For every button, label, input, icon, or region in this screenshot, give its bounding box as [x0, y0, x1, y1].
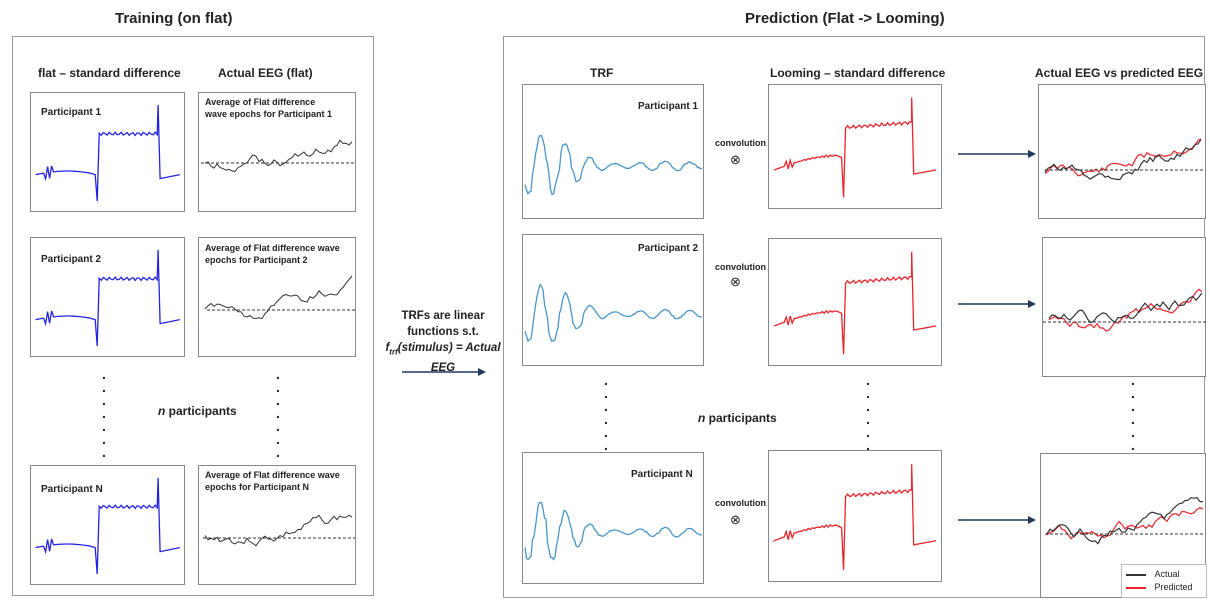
- flat-stimulus-wave: [35, 477, 180, 575]
- trf-wave: [524, 283, 703, 343]
- eeg-comparison-plot: [1044, 138, 1203, 181]
- training-eeg-header: Actual EEG (flat): [218, 66, 313, 80]
- n-participants-label: n participants: [158, 404, 237, 418]
- ellipsis-dots: ......: [1131, 372, 1135, 453]
- training-eeg-box-n: Average of Flat difference wave epochs f…: [198, 465, 356, 585]
- prediction-title: Prediction (Flat -> Looming): [745, 10, 945, 27]
- legend: Actual Predicted: [1121, 564, 1207, 598]
- flat-eeg-wave: [201, 139, 355, 172]
- training-panel: [12, 36, 374, 596]
- participant-label: Participant N: [41, 484, 103, 495]
- flat-stimulus-wave: [35, 104, 180, 202]
- trf-wave: [524, 134, 703, 196]
- training-stimulus-box-1: Participant 1: [30, 92, 185, 212]
- participant-label: Participant 1: [638, 101, 699, 112]
- eeg-caption: Average of Flat difference wave epochs f…: [205, 243, 340, 265]
- eeg-comparison-header: Actual EEG vs predicted EEG: [1035, 66, 1204, 80]
- training-to-prediction-arrow: [402, 368, 486, 376]
- flat-stimulus-wave: [35, 249, 180, 347]
- training-title: Training (on flat): [115, 10, 233, 27]
- participant-label: Participant 2: [638, 243, 699, 254]
- n-participants-label: n participants: [698, 411, 777, 425]
- legend-label-actual: Actual: [1154, 569, 1180, 579]
- eeg-comparison-plot: [1045, 497, 1205, 545]
- training-stimulus-box-n: Participant N: [30, 465, 185, 585]
- legend-label-predicted: Predicted: [1154, 582, 1193, 592]
- ellipsis-dots: ......: [866, 372, 870, 453]
- convolution-icon: ⊗: [730, 274, 741, 289]
- training-stimulus-box-2: Participant 2: [30, 237, 185, 357]
- looming-stimulus-box-2: [768, 238, 942, 366]
- training-stimulus-header: flat – standard difference: [38, 66, 181, 80]
- trf-box-2: Participant 2: [522, 234, 704, 366]
- legend-swatch-predicted: [1126, 586, 1146, 589]
- looming-stimulus-wave: [772, 464, 937, 570]
- eeg-comparison-box-n: Actual Predicted: [1040, 453, 1207, 598]
- training-eeg-box-2: Average of Flat difference wave epochs f…: [198, 237, 356, 357]
- trf-box-n: Participant N: [522, 452, 704, 584]
- legend-swatch-actual: [1126, 573, 1146, 576]
- eeg-comparison-box-1: [1038, 84, 1206, 219]
- convolution-label: convolution: [715, 138, 766, 148]
- flat-eeg-wave: [203, 514, 355, 547]
- stimulus-to-eeg-arrow: [958, 300, 1036, 308]
- flat-eeg-wave: [204, 275, 355, 320]
- eeg-comparison-plot: [1043, 288, 1207, 332]
- ellipsis-dots: ......: [604, 372, 608, 453]
- training-eeg-box-1: Average of Flat difference wave epochs f…: [198, 92, 356, 212]
- eeg-caption: Average of Flat difference wave epochs f…: [205, 97, 333, 119]
- eeg-caption: Average of Flat difference wave epochs f…: [205, 470, 340, 492]
- trf-box-1: Participant 1: [522, 84, 704, 219]
- trf-header: TRF: [590, 66, 614, 80]
- participant-label: Participant 2: [41, 254, 102, 265]
- ellipsis-dots: .......: [276, 366, 280, 460]
- stimulus-to-eeg-arrow: [958, 150, 1036, 158]
- looming-stimulus-wave: [773, 251, 937, 355]
- ellipsis-dots: .......: [102, 366, 106, 460]
- looming-stimulus-wave: [773, 97, 937, 198]
- trf-wave: [524, 501, 703, 561]
- convolution-icon: ⊗: [730, 152, 741, 167]
- looming-stimulus-box-1: [768, 84, 942, 209]
- stimulus-to-eeg-arrow: [958, 516, 1036, 524]
- convolution-icon: ⊗: [730, 512, 741, 527]
- convolution-label: convolution: [715, 262, 766, 272]
- convolution-label: convolution: [715, 498, 766, 508]
- participant-label: Participant 1: [41, 107, 102, 118]
- participant-label: Participant N: [631, 469, 693, 480]
- looming-stimulus-box-n: [768, 450, 942, 582]
- eeg-comparison-box-2: [1042, 237, 1207, 377]
- looming-stimulus-header: Looming – standard difference: [770, 66, 946, 80]
